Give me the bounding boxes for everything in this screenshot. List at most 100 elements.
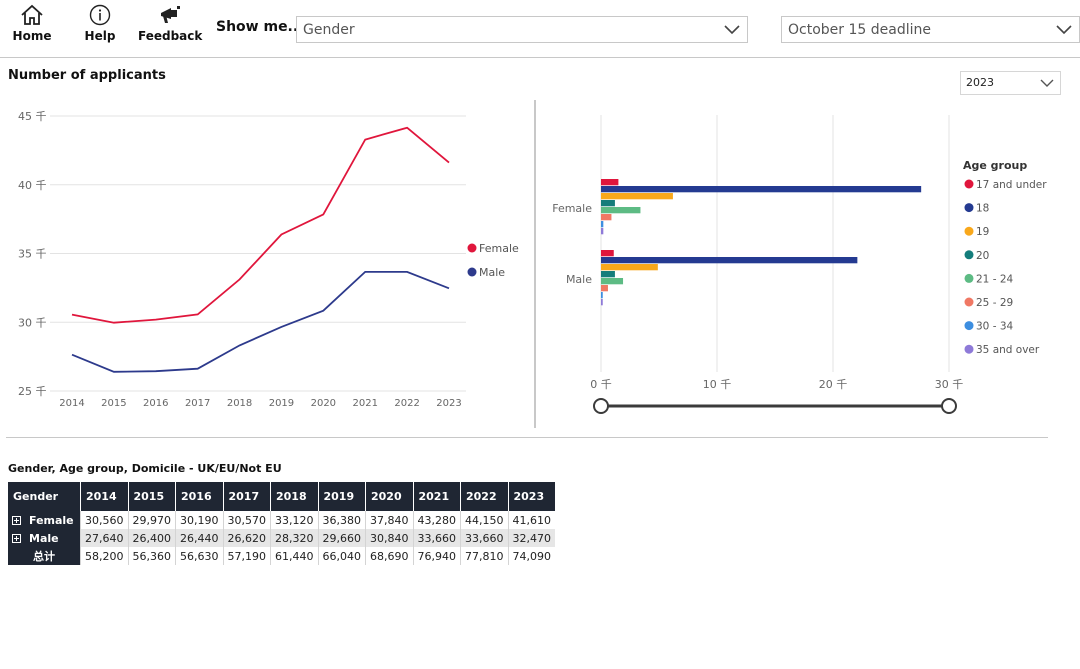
table-cell: 32,470	[507, 529, 555, 547]
feedback-button[interactable]: Feedback	[138, 4, 202, 52]
table-cell: 77,810	[460, 547, 508, 565]
expand-icon[interactable]	[12, 533, 21, 543]
table-cell: 36,380	[317, 511, 366, 529]
table-cell: 61,440	[270, 547, 318, 565]
table-cell: 33,660	[460, 529, 508, 547]
year-dropdown-value: 2023	[966, 76, 994, 89]
table-row-female: Female 30,560 29,970 30,190 30,570 33,12…	[8, 511, 555, 529]
header-2014[interactable]: 2014	[80, 482, 128, 511]
bar-male	[601, 292, 603, 299]
row-label-male: Male	[29, 531, 59, 545]
legend-title: Age group	[963, 159, 1027, 172]
x-tick-label: 10 千	[703, 378, 732, 391]
expand-icon[interactable]	[12, 515, 21, 525]
legend-label: Female	[479, 242, 519, 255]
table-cell: 56,360	[127, 547, 176, 565]
applicants-matrix: Gender 2014 2015 2016 2017 2018 2019 202…	[8, 482, 555, 565]
legend-marker	[964, 344, 974, 354]
header-2016[interactable]: 2016	[175, 482, 223, 511]
x-tick-label: 2014	[59, 398, 84, 409]
legend-label: 30 - 34	[976, 321, 1014, 333]
bar-female	[601, 186, 922, 193]
matrix-title: Gender, Age group, Domicile - UK/EU/Not …	[8, 462, 282, 475]
table-cell: 26,400	[127, 529, 176, 547]
legend-label: 17 and under	[976, 179, 1047, 191]
x-tick-label: 2022	[394, 398, 419, 409]
legend-marker	[964, 203, 974, 213]
range-slider-handle-min[interactable]	[593, 398, 609, 414]
table-cell: 33,660	[412, 529, 461, 547]
table-cell: 29,660	[317, 529, 366, 547]
feedback-label: Feedback	[138, 29, 203, 43]
table-cell: 30,190	[175, 511, 223, 529]
category-label: Male	[566, 273, 592, 286]
y-tick-label: 30 千	[18, 316, 47, 329]
x-tick-label: 2018	[227, 398, 252, 409]
legend-label: 18	[976, 203, 989, 215]
bar-female	[601, 207, 641, 214]
bar-male	[601, 271, 615, 278]
header-2017[interactable]: 2017	[222, 482, 271, 511]
table-cell: 44,150	[460, 511, 508, 529]
table-cell: 30,560	[80, 511, 128, 529]
help-label: Help	[84, 29, 116, 43]
legend-label: 21 - 24	[976, 273, 1014, 285]
legend-marker	[964, 250, 974, 260]
measure-dropdown[interactable]: Gender	[296, 16, 748, 43]
legend-label: Male	[479, 266, 505, 279]
header-2023[interactable]: 2023	[507, 482, 555, 511]
year-dropdown[interactable]: 2023	[960, 71, 1061, 95]
bar-male	[601, 250, 614, 257]
series-line-female	[71, 126, 450, 324]
bar-male	[601, 278, 624, 285]
table-row-total: 总计 58,200 56,360 56,630 57,190 61,440 66…	[8, 547, 555, 565]
x-tick-label: 2017	[185, 398, 210, 409]
info-icon	[89, 4, 111, 26]
header-gender[interactable]: Gender	[8, 482, 81, 511]
legend-marker	[964, 179, 974, 189]
legend-label: 19	[976, 226, 989, 238]
y-tick-label: 35 千	[18, 248, 47, 261]
section-divider	[6, 437, 1048, 438]
table-cell: 41,610	[507, 511, 555, 529]
row-header-total: 总计	[8, 547, 81, 565]
table-cell: 74,090	[507, 547, 555, 565]
x-tick-label: 2015	[101, 398, 126, 409]
deadline-dropdown-value: October 15 deadline	[788, 22, 931, 38]
legend-marker	[964, 273, 974, 283]
bar-male	[601, 264, 658, 271]
help-button[interactable]: Help	[68, 4, 132, 52]
deadline-dropdown[interactable]: October 15 deadline	[781, 16, 1080, 43]
bar-female	[601, 214, 612, 221]
header-2015[interactable]: 2015	[127, 482, 176, 511]
row-label-female: Female	[29, 513, 74, 527]
table-cell: 29,970	[127, 511, 176, 529]
header-2021[interactable]: 2021	[412, 482, 461, 511]
table-row-male: Male 27,640 26,400 26,440 26,620 28,320 …	[8, 529, 555, 547]
x-tick-label: 20 千	[819, 378, 848, 391]
legend-marker	[964, 226, 974, 236]
legend-label: 35 and over	[976, 344, 1040, 356]
x-tick-label: 2020	[311, 398, 336, 409]
header-2019[interactable]: 2019	[317, 482, 366, 511]
header-2022[interactable]: 2022	[460, 482, 508, 511]
table-cell: 56,630	[175, 547, 223, 565]
megaphone-icon	[161, 6, 180, 23]
x-tick-label: 2023	[436, 398, 461, 409]
range-slider-handle-max[interactable]	[941, 398, 957, 414]
home-label: Home	[12, 29, 52, 43]
x-tick-label: 2016	[143, 398, 168, 409]
bar-female	[601, 221, 604, 228]
x-tick-label: 30 千	[935, 378, 964, 391]
y-tick-label: 40 千	[18, 179, 47, 192]
table-cell: 58,200	[80, 547, 128, 565]
y-tick-label: 45 千	[18, 110, 47, 123]
header-2020[interactable]: 2020	[365, 482, 413, 511]
legend-label: 20	[976, 250, 989, 262]
home-button[interactable]: Home	[0, 4, 64, 52]
header-2018[interactable]: 2018	[270, 482, 318, 511]
table-cell: 30,570	[222, 511, 271, 529]
table-cell: 26,620	[222, 529, 271, 547]
matrix-header-row: Gender 2014 2015 2016 2017 2018 2019 202…	[8, 482, 555, 511]
